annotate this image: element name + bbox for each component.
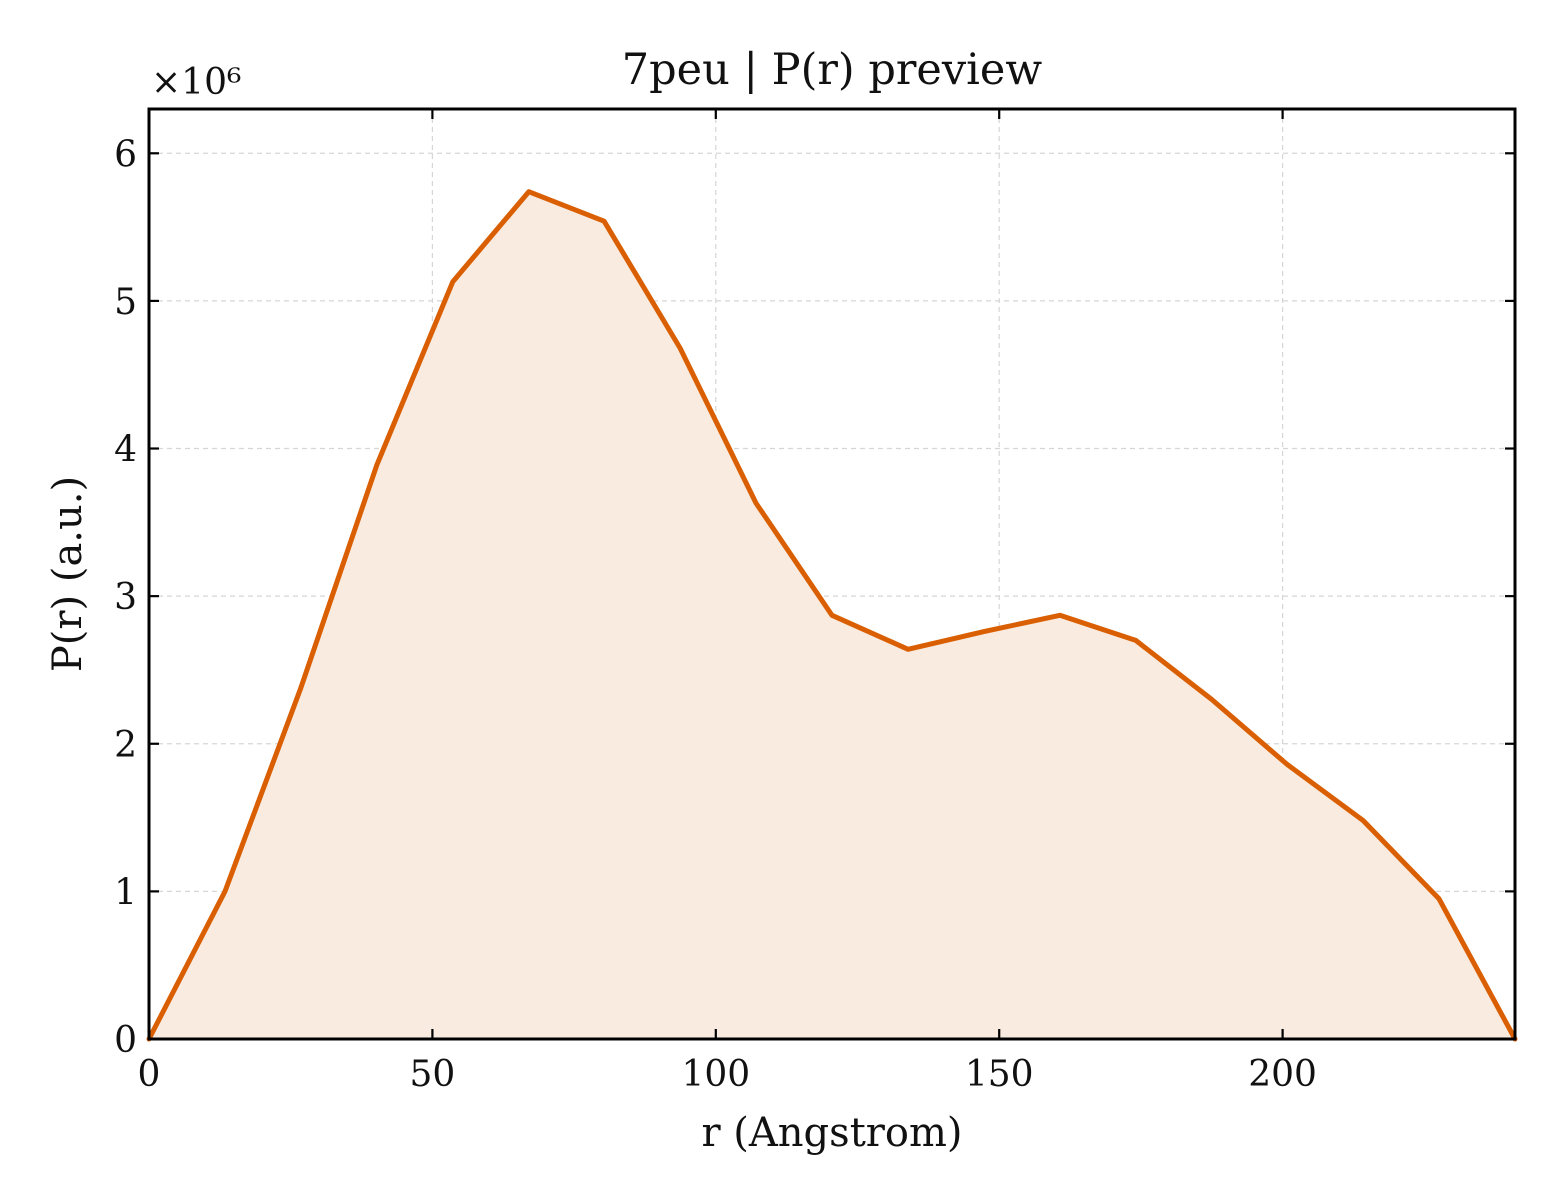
y-tick-label: 2: [114, 725, 137, 766]
y-axis-label: P(r) (a.u.): [45, 476, 91, 672]
y-tick-label: 4: [114, 430, 137, 471]
plot-frame: [147, 107, 1517, 1041]
x-tick-label: 0: [138, 1054, 161, 1095]
x-tick-label: 50: [409, 1054, 455, 1095]
area-layer: [146, 189, 1518, 1042]
y-tick-label: 6: [114, 134, 137, 175]
pr-series-line: [146, 189, 1518, 1042]
y-tick-label: 3: [114, 577, 137, 618]
chart-title: 7peu | P(r) preview: [622, 45, 1043, 95]
x-tick-label: 100: [681, 1054, 750, 1095]
x-tick-label: 200: [1248, 1054, 1317, 1095]
y-tick-label: 0: [114, 1020, 137, 1061]
ticks: 0 50 100 150 200 0 1 2 3 4 5 6: [114, 109, 1515, 1095]
x-tick-label: 150: [965, 1054, 1034, 1095]
y-multiplier-label: ×10⁶: [151, 62, 241, 103]
y-tick-label: 5: [114, 282, 137, 323]
y-tick-label: 1: [114, 872, 137, 913]
x-axis-label: r (Angstrom): [701, 1110, 962, 1156]
